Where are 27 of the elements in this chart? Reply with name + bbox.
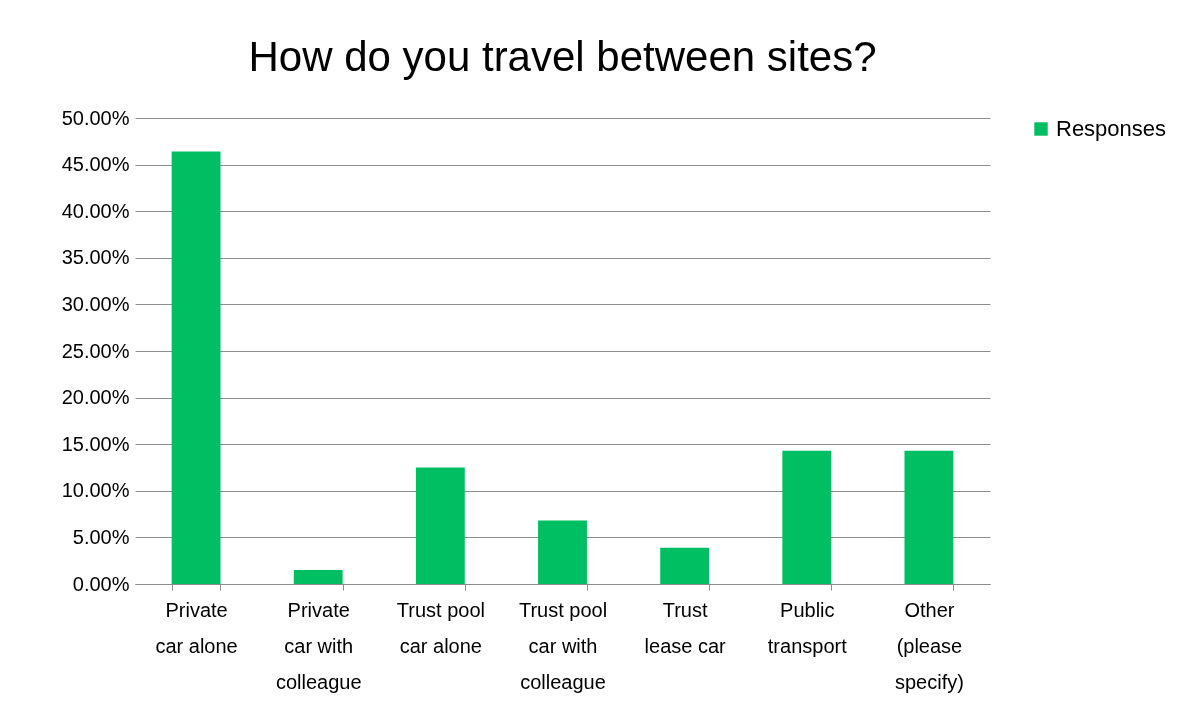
y-tick-label: 25.00% bbox=[61, 339, 130, 362]
bar bbox=[415, 467, 465, 584]
y-tick-label: 45.00% bbox=[61, 153, 130, 176]
y-tick-label: 0.00% bbox=[72, 572, 130, 595]
bar bbox=[782, 450, 832, 584]
y-tick-label: 20.00% bbox=[61, 386, 130, 409]
x-tick-label: Private car with colleague bbox=[275, 598, 362, 693]
bar bbox=[171, 151, 221, 584]
y-tick-label: 35.00% bbox=[61, 246, 130, 269]
x-tick-label: Private car alone bbox=[155, 598, 238, 657]
x-tick-label: Trust pool car with colleague bbox=[518, 598, 608, 693]
legend-label: Responses bbox=[1056, 116, 1167, 141]
bar bbox=[538, 520, 587, 584]
chart-title: How do you travel between sites? bbox=[248, 33, 877, 80]
x-tick-label: Public transport bbox=[767, 598, 848, 657]
bar bbox=[660, 547, 710, 584]
y-tick-label: 50.00% bbox=[61, 106, 130, 129]
x-tick-label: Trust lease car bbox=[644, 598, 727, 657]
y-tick-label: 5.00% bbox=[72, 525, 130, 548]
x-tick-label: Trust pool car alone bbox=[396, 598, 485, 657]
y-tick-label: 40.00% bbox=[61, 199, 130, 222]
y-tick-label: 10.00% bbox=[61, 479, 130, 502]
y-tick-label: 30.00% bbox=[61, 292, 130, 315]
bar bbox=[904, 450, 954, 584]
x-tick-label: Other (please specify) bbox=[894, 598, 964, 693]
bar bbox=[293, 570, 343, 584]
y-tick-label: 15.00% bbox=[61, 432, 130, 455]
